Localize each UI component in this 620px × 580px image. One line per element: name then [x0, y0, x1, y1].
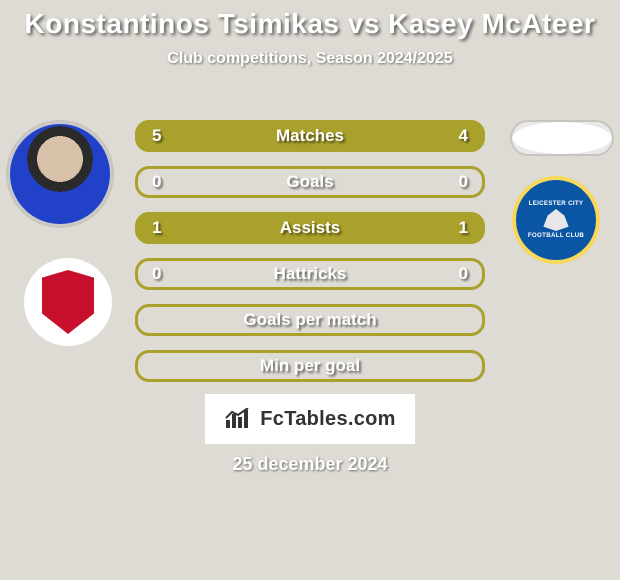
stat-right-value: 4: [459, 126, 468, 146]
stat-label: Matches: [276, 126, 344, 146]
stat-label: Hattricks: [274, 264, 347, 284]
stat-left-value: 0: [152, 264, 161, 284]
stat-row: Goals per match: [135, 304, 485, 336]
stat-label: Assists: [280, 218, 340, 238]
player-right-avatar: [512, 122, 612, 154]
date-label: 25 december 2024: [0, 454, 620, 475]
stat-row: Min per goal: [135, 350, 485, 382]
fox-icon: [542, 209, 570, 231]
brand-text: FcTables.com: [260, 408, 396, 431]
club-left-badge: [24, 258, 112, 346]
stat-row: Assists 1 1: [135, 212, 485, 244]
club-right-text-top: LEICESTER CITY: [527, 201, 585, 208]
stats-container: Matches54Goals00Assists11Hattricks00Goal…: [135, 120, 485, 396]
player-left-avatar: [8, 122, 112, 226]
stat-row: Hattricks 0 0: [135, 258, 485, 290]
stat-right-value: 0: [459, 172, 468, 192]
stat-right-value: 0: [459, 264, 468, 284]
stat-right-value: 1: [459, 218, 468, 238]
stat-row: Goals 0 0: [135, 166, 485, 198]
stat-label: Min per goal: [260, 356, 360, 376]
stat-left-value: 1: [152, 218, 161, 238]
page-title: Konstantinos Tsimikas vs Kasey McAteer: [0, 8, 620, 40]
brand-chart-icon: [224, 408, 252, 430]
brand-badge: FcTables.com: [205, 394, 415, 444]
comparison-card: Konstantinos Tsimikas vs Kasey McAteer C…: [0, 0, 620, 580]
subtitle: Club competitions, Season 2024/2025: [0, 50, 620, 68]
stat-row: Matches 5 4: [135, 120, 485, 152]
stat-label: Goals per match: [243, 310, 376, 330]
stat-left-value: 5: [152, 126, 161, 146]
club-right-text-bottom: FOOTBALL CLUB: [527, 233, 585, 240]
club-right-badge: LEICESTER CITY FOOTBALL CLUB: [512, 176, 600, 264]
stat-left-value: 0: [152, 172, 161, 192]
stat-label: Goals: [286, 172, 333, 192]
